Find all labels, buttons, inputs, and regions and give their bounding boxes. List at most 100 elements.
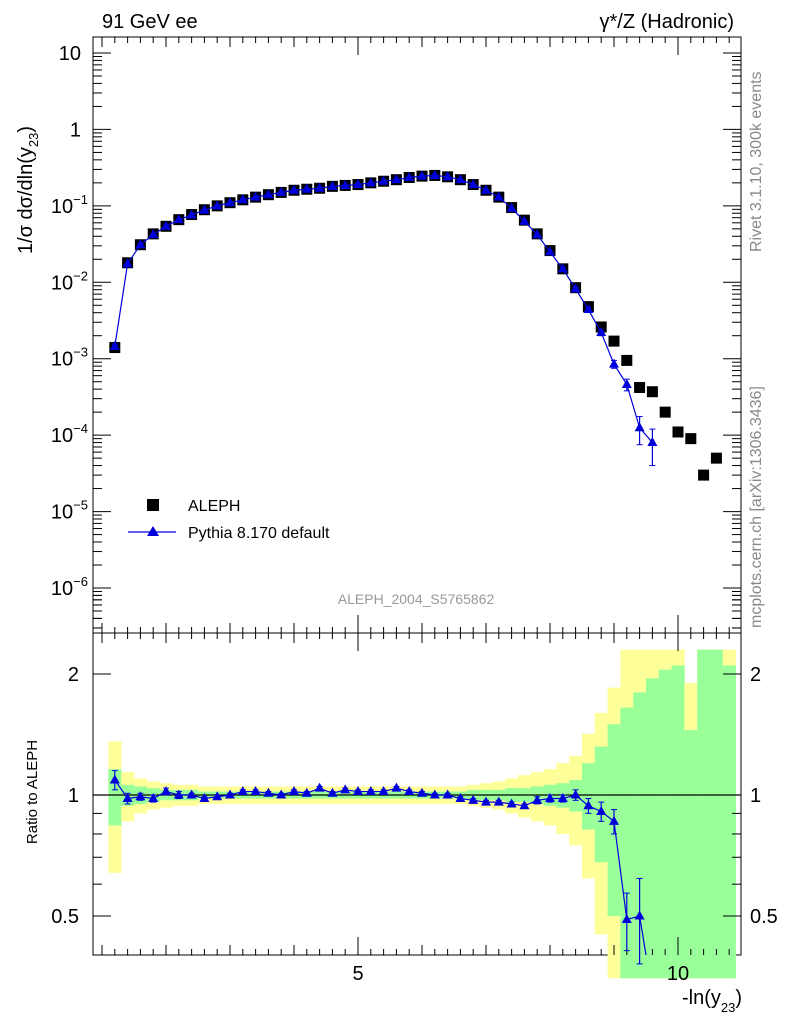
ratio-pythia-point [276, 789, 287, 799]
pythia-point [237, 194, 248, 204]
pythia-point [212, 200, 223, 210]
pythia-point [391, 174, 402, 184]
ratio-pythia-point [391, 782, 402, 792]
x-tick-label: 10 [667, 963, 689, 985]
pythia-point [506, 202, 517, 212]
main-data-marks [109, 169, 722, 481]
ratio-y-axis-title: Ratio to ALEPH [24, 740, 41, 844]
pythia-point [365, 177, 376, 187]
ratio-y-tick-label-right: 0.5 [750, 906, 778, 928]
ratio-pythia-point [212, 791, 223, 801]
aleph-point [672, 426, 684, 438]
ratio-band-inner [697, 649, 711, 979]
analysis-id: ALEPH_2004_S5765862 [338, 591, 495, 607]
aleph-point [685, 433, 697, 445]
main-y-tick-label: 10−6 [51, 574, 88, 600]
aleph-point [621, 354, 633, 366]
ratio-pythia-point [532, 794, 543, 804]
pythia-point [647, 437, 658, 447]
pythia-point [199, 204, 210, 214]
ratio-pythia-point [340, 784, 351, 794]
ratio-data-marks [93, 770, 741, 965]
pythia-point [263, 189, 274, 199]
x-axis-title: -ln(y23) [682, 987, 742, 1015]
pythia-point [570, 283, 581, 293]
ratio-pythia-point [148, 793, 159, 803]
pythia-point [314, 182, 325, 192]
pythia-point [519, 215, 530, 225]
aleph-point [646, 386, 658, 398]
ratio-pythia-point [583, 800, 594, 810]
pythia-point [135, 239, 146, 249]
ratio-pythia-point [135, 791, 146, 801]
main-plot-frame [92, 36, 742, 634]
ratio-band-inner [633, 692, 647, 979]
ratio-pythia-point [122, 793, 133, 803]
ratio-y-tick-label-right: 2 [750, 664, 761, 686]
ratio-pythia-point [353, 786, 363, 796]
pythia-point [289, 184, 299, 194]
main-y-tick-label: 10−1 [51, 192, 88, 218]
mcplots-label: mcplots.cern.ch [arXiv:1306.3436] [748, 386, 765, 628]
pythia-point [276, 186, 287, 196]
pythia-point [161, 220, 171, 230]
pythia-point [455, 174, 466, 184]
legend-aleph-marker [147, 499, 159, 511]
ratio-pythia-point [237, 786, 248, 796]
ratio-band-inner [620, 707, 634, 979]
aleph-point [595, 321, 607, 333]
ratio-plot-frame [92, 632, 742, 956]
main-y-tick-label: 10−5 [51, 498, 88, 524]
pythia-point [621, 378, 632, 388]
aleph-point [608, 335, 620, 347]
ratio-pythia-point [429, 789, 440, 799]
ratio-band-inner [684, 730, 698, 979]
ratio-pythia-point [109, 774, 120, 784]
aleph-point [698, 469, 710, 481]
ratio-pythia-point [173, 789, 184, 799]
ratio-band-inner [658, 669, 672, 979]
pythia-point [583, 304, 594, 314]
ratio-pythia-point [609, 815, 619, 825]
pythia-point [609, 358, 619, 368]
legend-pythia-marker [147, 526, 159, 536]
legend-pythia-label: Pythia 8.170 default [188, 525, 330, 542]
pythia-point [417, 170, 427, 180]
pythia-point [109, 340, 120, 350]
ratio-y-tick-label: 1 [68, 785, 79, 807]
pythia-point [122, 258, 133, 268]
header-right: γ*/Z (Hadronic) [600, 11, 734, 33]
ratio-pythia-point [250, 786, 261, 796]
pythia-point [532, 229, 543, 239]
ratio-pythia-point [365, 786, 376, 796]
aleph-point [659, 406, 671, 418]
ratio-band-inner [710, 649, 724, 979]
ratio-pythia-point [442, 789, 453, 799]
rivet-label: Rivet 3.1.10, 300k events [748, 71, 765, 252]
main-y-tick-label: 1 [70, 119, 81, 141]
pythia-point [634, 422, 645, 432]
ratio-pythia-point [634, 910, 645, 920]
pythia-point [173, 214, 184, 224]
ratio-pythia-point [545, 793, 555, 803]
header-left: 91 GeV ee [102, 11, 198, 33]
ratio-pythia-point [404, 786, 415, 796]
pythia-point [148, 229, 159, 239]
ratio-band-inner [671, 665, 685, 979]
ratio-pythia-point [289, 786, 299, 796]
pythia-point [481, 184, 491, 194]
aleph-point [710, 452, 722, 464]
svg-text:1/σ dσ/dln(y23): 1/σ dσ/dln(y23) [15, 126, 41, 254]
legend: ALEPH Pythia 8.170 default [128, 498, 330, 542]
pythia-point [340, 179, 351, 189]
pythia-point [493, 191, 504, 201]
ratio-pythia-point [225, 789, 235, 799]
ratio-pythia-point [186, 789, 197, 799]
ratio-pythia-point [519, 800, 530, 810]
ratio-pythia-point [468, 794, 479, 804]
pythia-point [545, 246, 555, 256]
ratio-y-tick-label: 2 [68, 664, 79, 686]
ratio-pythia-point [301, 787, 312, 797]
ratio-pythia-point [455, 793, 466, 803]
